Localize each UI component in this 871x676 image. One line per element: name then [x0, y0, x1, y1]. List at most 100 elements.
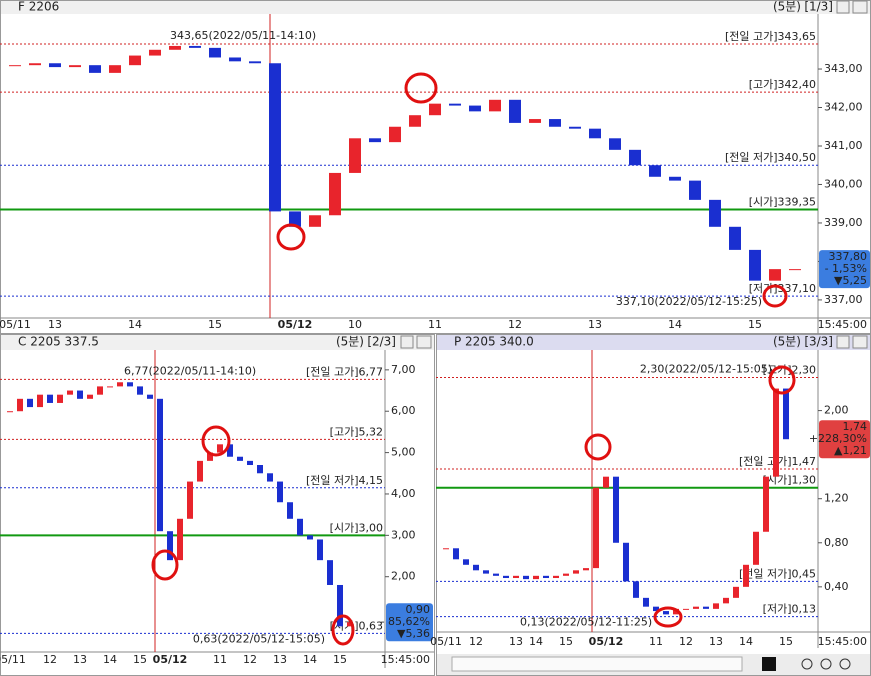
candle	[189, 45, 201, 48]
highlights	[151, 72, 796, 646]
panel-header	[1, 1, 870, 14]
x-tick-label: 11	[649, 635, 663, 648]
zoom-out-button[interactable]	[820, 658, 832, 670]
candle	[509, 99, 521, 123]
x-tick-label: 14	[668, 318, 682, 331]
candle	[137, 386, 143, 395]
x-tick-label: 14	[529, 635, 543, 648]
candle	[167, 531, 173, 561]
panel-title: P 2205 340.0	[454, 335, 534, 349]
candle	[27, 398, 33, 408]
candle	[277, 481, 283, 503]
reference-label: [전일 저가]0,45	[739, 566, 816, 580]
candle	[217, 444, 223, 453]
candle	[369, 138, 381, 143]
reference-label: [고가]342,40	[749, 78, 816, 91]
price-badge	[819, 420, 870, 459]
price-badge	[819, 250, 870, 289]
candle	[249, 61, 261, 64]
panel-interval: (5분)	[773, 335, 801, 349]
close-button[interactable]	[416, 335, 432, 349]
candle	[463, 559, 469, 565]
window-button[interactable]	[400, 335, 414, 349]
highlight-circle	[331, 614, 355, 646]
search-button[interactable]	[839, 658, 851, 670]
candle	[109, 65, 121, 73]
badge-change: - 1,53%	[825, 262, 867, 275]
candle	[47, 394, 53, 403]
x-tick-label: 14	[303, 653, 317, 666]
candle	[409, 115, 421, 127]
x-tick-label: 15	[748, 318, 762, 331]
x-tick-label: 13	[509, 635, 523, 648]
x-tick-label: 12	[469, 635, 483, 648]
panel-interval: (5분)	[773, 0, 801, 14]
candle	[593, 487, 599, 569]
candle	[769, 269, 781, 281]
candle	[653, 606, 659, 612]
x-tick-label: 15	[779, 635, 793, 648]
time-label: 15:45:00	[818, 635, 867, 648]
badge-diff: ▲1,21	[834, 444, 867, 457]
reference-label: [전일 고가]6,77	[306, 364, 383, 378]
panel-title: C 2205 337.5	[18, 335, 99, 349]
candle	[257, 465, 263, 474]
annotation: 2,30(2022/05/12-15:05)	[640, 363, 772, 376]
badge-change: +228,30%	[809, 432, 867, 445]
candle	[529, 119, 541, 123]
stop-button[interactable]	[762, 657, 776, 671]
x-tick-label: 10	[348, 318, 362, 331]
window-button[interactable]	[836, 335, 850, 349]
candle	[229, 57, 241, 62]
time-label: 15:45:00	[381, 653, 430, 666]
y-tick-label: 1,20	[824, 492, 849, 505]
scrollbar-thumb[interactable]	[451, 656, 743, 672]
candle	[749, 249, 761, 281]
candle	[489, 99, 501, 112]
time-label: 15:45:00	[818, 318, 867, 331]
x-tick-label: 13	[73, 653, 87, 666]
candle	[349, 138, 361, 173]
panel-title: F 2206	[18, 0, 59, 14]
x-tick-label: 15	[559, 635, 573, 648]
zoom-in-button[interactable]	[801, 658, 813, 670]
candle	[289, 211, 301, 227]
y-tick-label: 5,00	[391, 446, 416, 459]
close-button[interactable]	[852, 335, 868, 349]
badge-price: 337,80	[829, 250, 868, 263]
candle	[127, 382, 133, 387]
y-tick-label: 341,00	[824, 139, 863, 152]
candle	[503, 575, 509, 579]
x-tick-label: 15	[208, 318, 222, 331]
price-badge	[386, 603, 433, 642]
candle	[7, 411, 13, 413]
candle	[107, 386, 113, 388]
candle	[57, 394, 63, 403]
candle	[669, 176, 681, 181]
candle	[563, 573, 569, 576]
y-tick-label: 342,00	[824, 101, 863, 114]
candle	[583, 568, 589, 571]
panel-page: [2/3]	[367, 335, 396, 349]
candle	[643, 597, 649, 607]
candle	[523, 575, 529, 580]
close-button[interactable]	[852, 0, 868, 14]
y-tick-label: 343,00	[824, 62, 863, 75]
panel-interval: (5분)	[336, 335, 364, 349]
window-button[interactable]	[836, 0, 850, 14]
candle	[29, 63, 41, 66]
candle	[67, 390, 73, 395]
candle	[553, 575, 559, 579]
badge-diff: ▼5,36	[397, 627, 430, 640]
panel-page: [3/3]	[804, 335, 833, 349]
y-tick-label: 2,00	[391, 570, 416, 583]
candle	[117, 382, 123, 387]
candle	[149, 49, 161, 56]
candle	[683, 608, 689, 610]
candle	[177, 518, 183, 561]
y-tick-label: 3,00	[391, 528, 416, 541]
candle	[9, 65, 21, 67]
candle	[723, 597, 729, 604]
